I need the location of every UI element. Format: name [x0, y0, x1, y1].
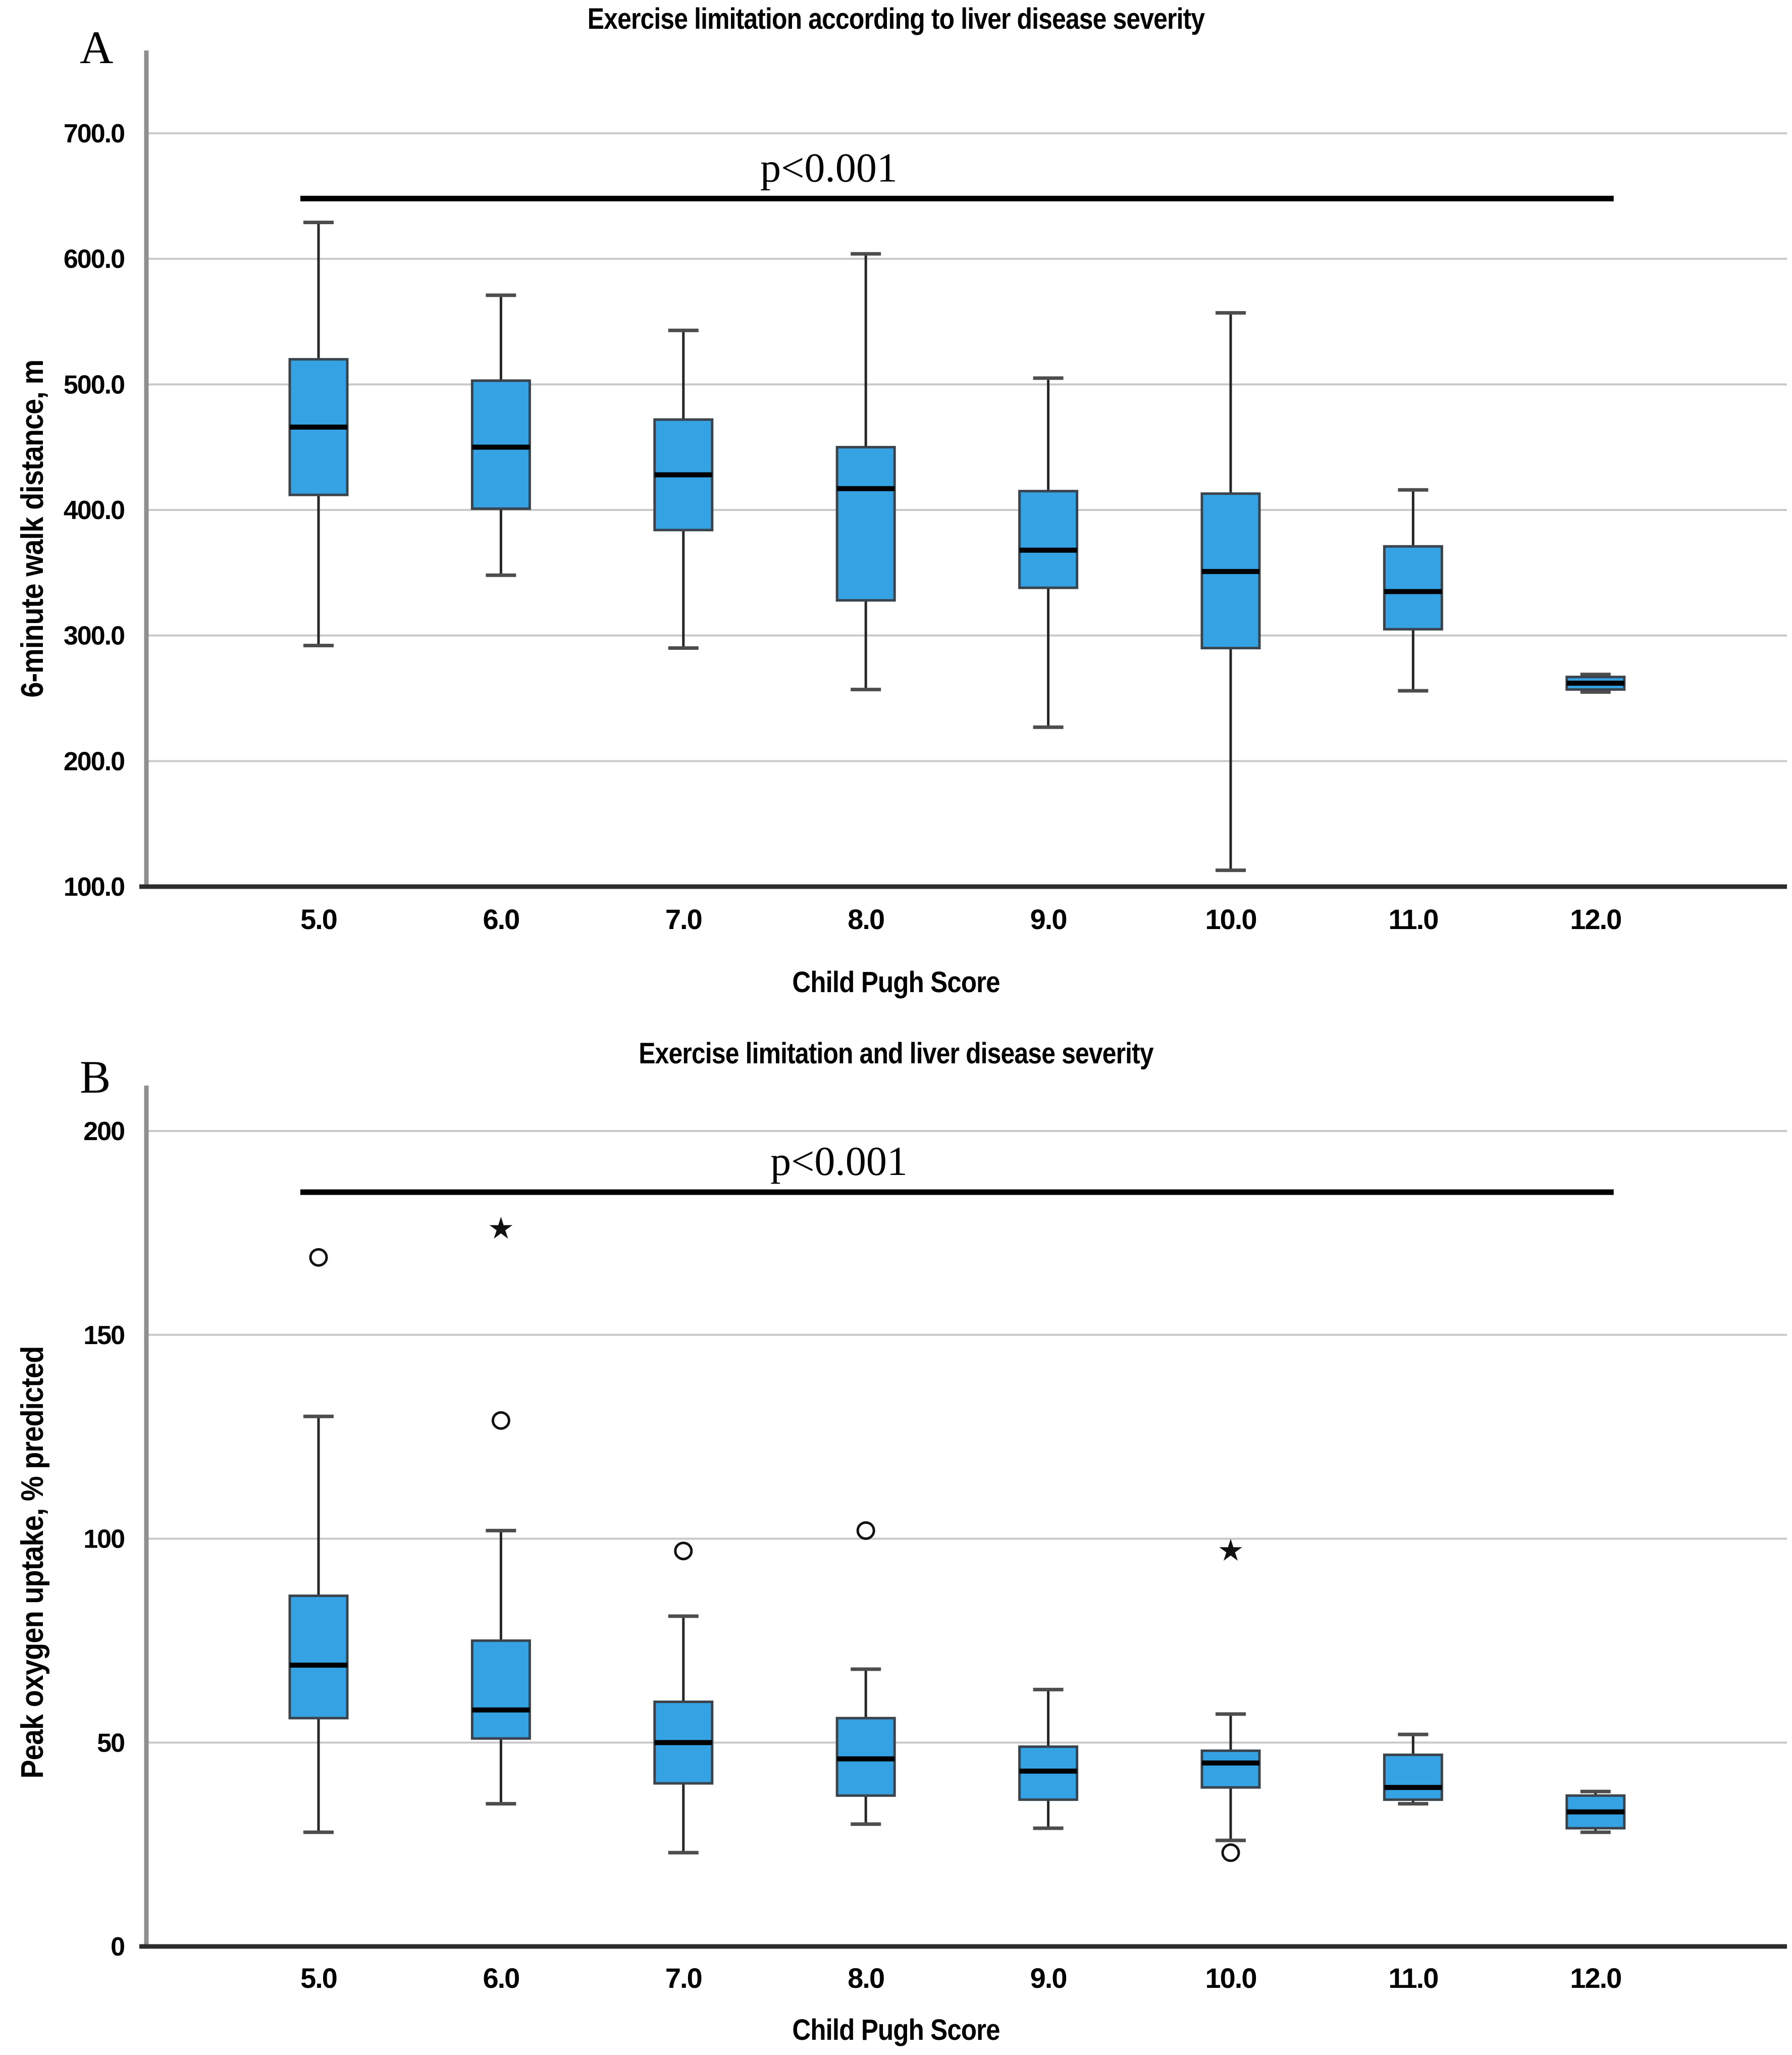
x-tick-label: 6.0 — [483, 1962, 519, 1994]
outlier-circle — [674, 1542, 693, 1561]
y-tick-label: 300.0 — [64, 622, 124, 651]
x-tick-label: 5.0 — [300, 903, 337, 935]
chart-title-a: Exercise limitation according to liver d… — [587, 3, 1205, 35]
box-iqr — [1383, 1753, 1443, 1801]
x-axis-label-b: Child Pugh Score — [792, 2014, 1000, 2046]
x-tick-label: 10.0 — [1205, 1962, 1256, 1994]
x-tick-label: 9.0 — [1030, 1962, 1067, 1994]
chart-title-b: Exercise limitation and liver disease se… — [639, 1037, 1153, 1070]
outlier-circle — [856, 1521, 875, 1540]
y-tick-label: 0 — [111, 1932, 124, 1962]
outlier-circle — [1221, 1843, 1240, 1862]
x-tick-label: 11.0 — [1388, 1962, 1438, 1994]
box-iqr — [1200, 1749, 1261, 1789]
box-iqr — [1018, 490, 1079, 589]
y-tick-label: 400.0 — [64, 496, 124, 525]
y-tick-label: 600.0 — [64, 245, 124, 274]
p-value-label: p<0.001 — [760, 144, 898, 190]
panel-letter-a: A — [80, 22, 114, 73]
box-iqr — [835, 446, 896, 602]
y-tick-label: 50 — [97, 1728, 124, 1758]
box-iqr — [288, 1595, 349, 1720]
y-tick-label: 500.0 — [64, 370, 124, 399]
box-iqr — [1383, 545, 1443, 631]
y-tick-label: 100.0 — [64, 872, 124, 902]
x-tick-label: 8.0 — [848, 903, 884, 935]
x-tick-label: 7.0 — [665, 1962, 702, 1994]
outlier-circle — [309, 1248, 328, 1267]
y-tick-label: 100 — [83, 1525, 124, 1554]
x-tick-label: 5.0 — [300, 1962, 337, 1994]
x-tick-label: 11.0 — [1388, 903, 1438, 935]
y-tick-label: 700.0 — [64, 119, 124, 148]
outlier-star — [489, 1216, 513, 1239]
boxplot-canvas-b: 200 150 100 50 0 5.0 6.0 7.0 8.0 9.0 10.0 11.0 12.0 p… — [83, 1086, 1787, 1994]
x-tick-label: 12.0 — [1570, 903, 1621, 935]
outlier-circle — [491, 1411, 510, 1430]
y-axis-label-a: 6-minute walk distance, m — [15, 359, 50, 698]
box-iqr — [470, 1639, 531, 1740]
x-axis-label-a: Child Pugh Score — [792, 966, 1000, 999]
x-tick-label: 9.0 — [1030, 903, 1067, 935]
x-tick-label: 12.0 — [1570, 1962, 1621, 1994]
x-tick-label: 10.0 — [1205, 903, 1256, 935]
outlier-star — [1219, 1538, 1242, 1561]
x-tick-label: 8.0 — [848, 1962, 884, 1994]
panel-a: 700.0 600.0 500.0 400.0 300.0 200.0 100.0 5.0 6.… — [15, 3, 1787, 999]
y-tick-label: 200 — [83, 1117, 124, 1146]
boxplot-canvas-a: 700.0 600.0 500.0 400.0 300.0 200.0 100.0 5.0 6.… — [64, 50, 1787, 935]
panel-letter-b: B — [80, 1051, 111, 1103]
x-tick-label: 7.0 — [665, 903, 702, 935]
y-tick-label: 150 — [83, 1321, 124, 1350]
y-tick-label: 200.0 — [64, 747, 124, 776]
x-tick-label: 6.0 — [483, 903, 519, 935]
y-axis-label-b: Peak oxygen uptake, % predicted — [15, 1346, 50, 1779]
panel-b: 200 150 100 50 0 5.0 6.0 7.0 8.0 9.0 10.0 11.0 12.0 p… — [0, 1028, 1792, 2055]
p-value-label: p<0.001 — [770, 1138, 908, 1184]
